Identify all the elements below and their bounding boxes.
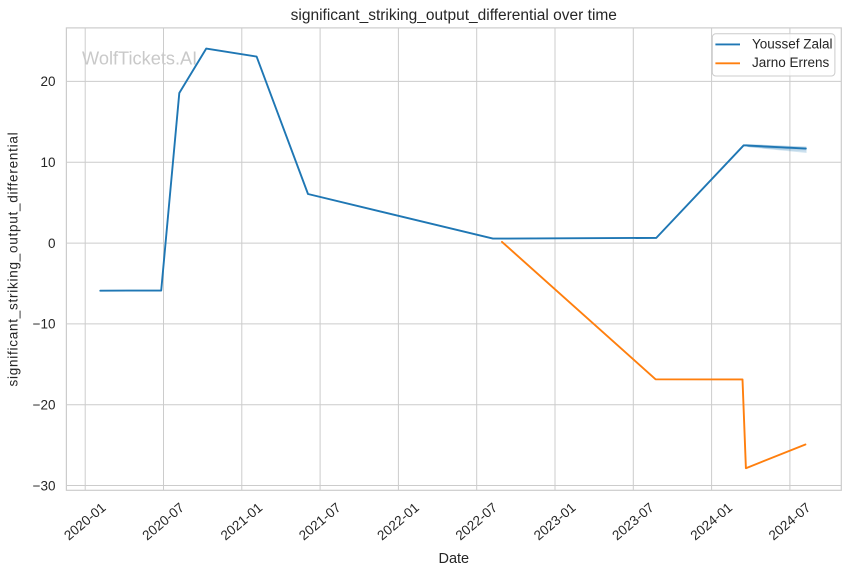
svg-text:20: 20 (40, 74, 55, 89)
svg-text:10: 10 (40, 155, 55, 170)
svg-text:significant_striking_output_di: significant_striking_output_differential… (291, 7, 617, 24)
svg-text:−30: −30 (33, 478, 56, 493)
svg-text:Date: Date (438, 551, 469, 567)
svg-text:−10: −10 (33, 317, 56, 332)
svg-text:significant_striking_output_di: significant_striking_output_differential (6, 132, 21, 387)
svg-text:Jarno Errens: Jarno Errens (752, 55, 830, 70)
svg-text:WolfTickets.AI: WolfTickets.AI (82, 49, 197, 69)
svg-text:−20: −20 (33, 398, 56, 413)
svg-text:Youssef Zalal: Youssef Zalal (752, 36, 833, 51)
svg-text:0: 0 (48, 236, 56, 251)
